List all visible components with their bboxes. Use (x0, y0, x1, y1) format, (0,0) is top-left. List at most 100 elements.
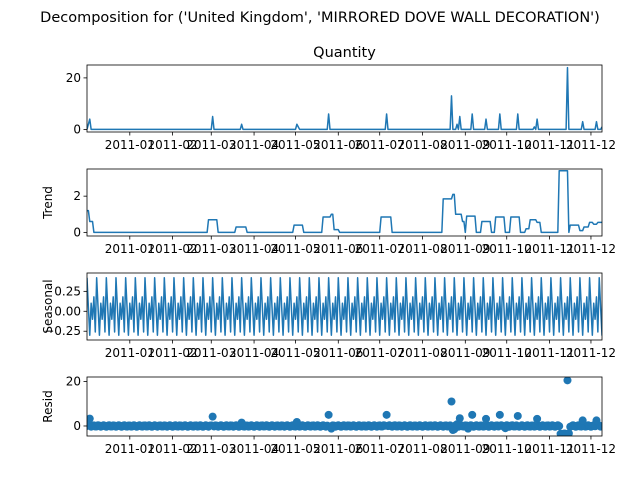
y-tick-label: 0.00 (54, 304, 81, 318)
x-tick-label: 2011-05 (270, 442, 320, 456)
x-tick-label: 2011-08 (397, 442, 447, 456)
x-tick-label: 2011-07 (355, 442, 405, 456)
panel-3: Seasonal−0.250.000.252011-012011-022011-… (41, 272, 616, 360)
panel-title: Quantity (313, 45, 376, 61)
resid-point (324, 410, 333, 419)
x-tick-label: 2011-05 (270, 242, 320, 256)
x-tick-label: 2011-05 (270, 346, 320, 360)
y-tick-label: 2 (73, 189, 81, 203)
y-tick-label: 0.25 (54, 284, 81, 298)
x-tick-label: 2011-09 (440, 346, 490, 360)
series-line (87, 277, 602, 336)
series-line (87, 66, 602, 131)
figure-suptitle: Decomposition for ('United Kingdom', 'MI… (40, 10, 600, 26)
x-tick-label: 2011-04 (229, 346, 279, 360)
axes-frame (86, 376, 603, 437)
x-tick-label: 2011-10 (482, 346, 532, 360)
x-tick-label: 2011-07 (355, 242, 405, 256)
resid-point (555, 422, 564, 431)
resid-point (513, 411, 522, 420)
resid-point (578, 416, 587, 425)
x-tick-label: 2011-06 (313, 346, 363, 360)
y-axis-label: Trend (41, 186, 55, 220)
x-tick-label: 2011-08 (397, 242, 447, 256)
x-tick-label: 2011-10 (482, 138, 532, 152)
resid-point (87, 414, 94, 423)
panel-4: Resid0202011-012011-022011-032011-042011… (41, 374, 616, 456)
x-tick-label: 2011-02 (148, 138, 198, 152)
x-tick-label: 2011-06 (313, 138, 363, 152)
x-tick-label: 2011-10 (482, 442, 532, 456)
series-layer (87, 277, 602, 336)
resid-point (464, 424, 473, 433)
x-tick-label: 2011-10 (482, 242, 532, 256)
x-tick-label: 2011-01 (105, 138, 155, 152)
y-tick-label: 0 (73, 122, 81, 136)
x-tick-label: 2011-07 (355, 346, 405, 360)
resid-point (327, 424, 336, 433)
x-tick-label: 2011-06 (313, 442, 363, 456)
x-tick-label: 2011-02 (148, 242, 198, 256)
panels: Quantity0202011-012011-022011-032011-042… (41, 45, 616, 456)
x-tick-label: 2011-08 (397, 346, 447, 360)
resid-point (447, 397, 456, 406)
resid-point (598, 422, 602, 431)
x-tick-label: 2011-03 (186, 242, 236, 256)
x-tick-label: 2011-09 (440, 442, 490, 456)
x-tick-label: 2011-09 (440, 138, 490, 152)
x-tick-label: 2011-11 (524, 346, 574, 360)
x-tick-label: 2011-11 (524, 138, 574, 152)
resid-point (237, 418, 246, 427)
x-tick-label: 2011-07 (355, 138, 405, 152)
x-tick-label: 2011-11 (524, 242, 574, 256)
x-tick-label: 2011-01 (105, 442, 155, 456)
resid-point (501, 424, 510, 433)
x-tick-label: 2011-04 (229, 442, 279, 456)
x-tick-label: 2011-12 (566, 242, 616, 256)
resid-point (382, 410, 391, 419)
x-tick-label: 2011-11 (524, 442, 574, 456)
x-tick-label: 2011-03 (186, 138, 236, 152)
x-tick-label: 2011-03 (186, 442, 236, 456)
x-tick-label: 2011-04 (229, 138, 279, 152)
resid-point (455, 414, 464, 423)
series-line (87, 170, 602, 234)
series-layer (87, 170, 602, 234)
axes-frame (86, 64, 603, 133)
x-tick-label: 2011-08 (397, 138, 447, 152)
resid-point (563, 377, 572, 385)
x-tick-label: 2011-12 (566, 442, 616, 456)
resid-point (453, 420, 462, 429)
y-axis-label: Seasonal (41, 279, 55, 333)
x-tick-label: 2011-12 (566, 346, 616, 360)
y-tick-label: 20 (66, 374, 81, 388)
x-tick-label: 2011-09 (440, 242, 490, 256)
resid-point (482, 414, 491, 423)
y-tick-label: 0 (73, 225, 81, 239)
x-tick-label: 2011-04 (229, 242, 279, 256)
panel-2: Trend022011-012011-022011-032011-042011-… (41, 168, 616, 256)
x-tick-label: 2011-01 (105, 242, 155, 256)
resid-point (592, 416, 601, 425)
resid-point (533, 414, 542, 423)
x-tick-label: 2011-01 (105, 346, 155, 360)
panel-1: Quantity0202011-012011-022011-032011-042… (66, 45, 616, 152)
x-tick-label: 2011-05 (270, 138, 320, 152)
y-tick-label: 20 (66, 71, 81, 85)
y-tick-label: 0 (73, 419, 81, 433)
x-tick-label: 2011-02 (148, 442, 198, 456)
y-tick-label: −0.25 (44, 324, 81, 338)
axes-frame (86, 272, 603, 341)
resid-point (495, 410, 504, 419)
resid-point (208, 412, 217, 421)
x-tick-label: 2011-02 (148, 346, 198, 360)
resid-point (468, 410, 477, 419)
x-tick-label: 2011-06 (313, 242, 363, 256)
resid-point (292, 417, 301, 426)
x-tick-label: 2011-03 (186, 346, 236, 360)
series-layer (87, 377, 602, 436)
y-axis-label: Resid (41, 390, 55, 422)
axes-frame (86, 168, 603, 237)
